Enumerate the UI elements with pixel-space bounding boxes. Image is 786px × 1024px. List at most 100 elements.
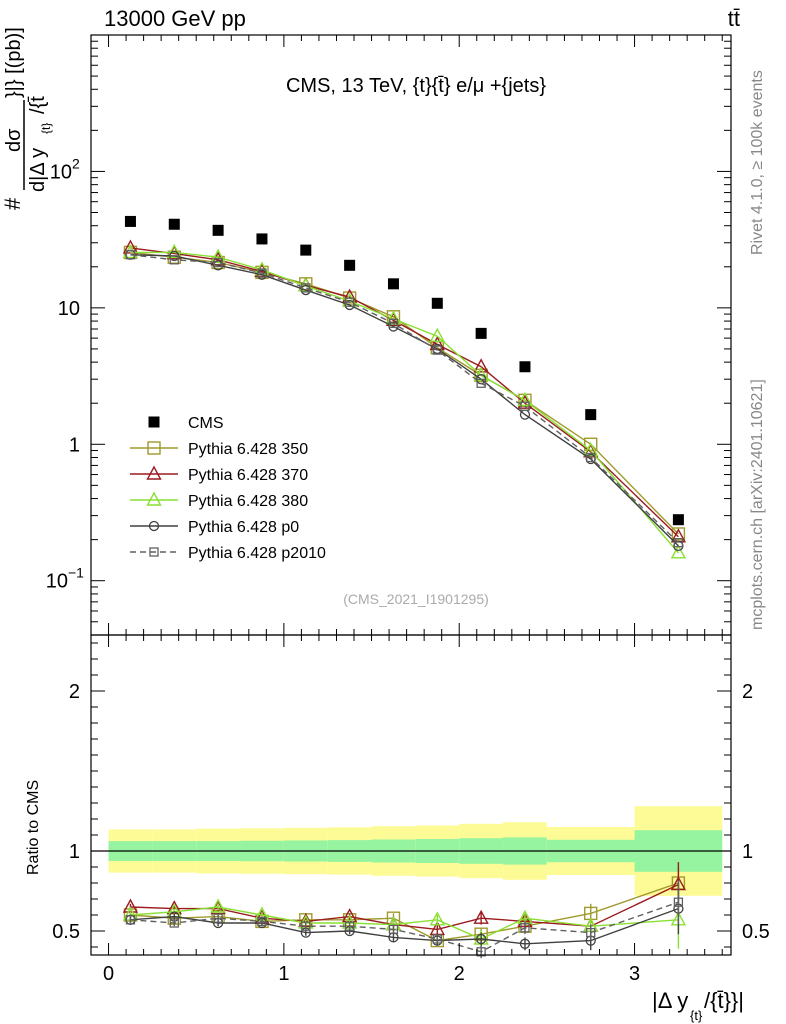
data-point bbox=[344, 259, 356, 271]
ratio-point bbox=[586, 927, 596, 938]
series-line bbox=[130, 254, 679, 547]
legend-marker bbox=[148, 416, 160, 428]
xlabel-main: |Δ y bbox=[652, 988, 688, 1013]
xlabel-tail: /{t̄}}| bbox=[704, 988, 744, 1013]
ratio-marks bbox=[91, 806, 731, 959]
ratio-line bbox=[130, 901, 679, 953]
ratio-series-0 bbox=[123, 867, 686, 948]
data-point bbox=[520, 401, 530, 411]
y-tick-label-right: 0.5 bbox=[742, 921, 770, 943]
process-label: tt̄ bbox=[728, 6, 740, 31]
source-label: mcplots.cern.ch [arXiv:2401.10621] bbox=[749, 379, 766, 630]
ylabel-sub: {t} bbox=[39, 123, 53, 134]
ratio-point bbox=[125, 915, 136, 925]
legend-label: Pythia 6.428 p2010 bbox=[188, 545, 326, 562]
ratio-line bbox=[130, 882, 679, 942]
data-point bbox=[256, 233, 268, 245]
legend-marker bbox=[149, 547, 159, 557]
rivet-label: Rivet 4.1.0, ≥ 100k events bbox=[749, 70, 766, 255]
data-point bbox=[301, 283, 311, 293]
data-point bbox=[257, 268, 267, 278]
data-point bbox=[476, 378, 486, 388]
ratio-point bbox=[388, 924, 399, 935]
data-point bbox=[475, 327, 487, 339]
ylabel-tail: /{t̄ bbox=[27, 96, 49, 114]
data-point bbox=[586, 452, 596, 463]
legend-label: CMS bbox=[188, 415, 224, 432]
ratio-point bbox=[473, 909, 489, 924]
ratio-frame bbox=[90, 634, 732, 956]
legend-marker bbox=[147, 441, 161, 455]
ratio-series-4 bbox=[125, 879, 684, 959]
data-point bbox=[673, 538, 684, 548]
ratio-point bbox=[257, 916, 267, 927]
ratio-point bbox=[301, 921, 311, 931]
data-point bbox=[429, 327, 445, 342]
y-tick-label: 1 bbox=[69, 434, 80, 456]
series-line bbox=[130, 247, 679, 538]
series-line bbox=[130, 251, 679, 535]
data-point bbox=[432, 345, 442, 355]
ratio-point bbox=[520, 923, 530, 933]
main-marks bbox=[122, 215, 687, 559]
y-tick-label-exponent: 2 bbox=[72, 155, 80, 171]
data-point bbox=[210, 248, 226, 263]
ratio-point bbox=[475, 933, 487, 945]
data-point bbox=[298, 277, 314, 292]
data-point bbox=[344, 297, 355, 307]
y-tick-label: 10 bbox=[46, 571, 68, 593]
legend-label: Pythia 6.428 350 bbox=[188, 441, 308, 458]
main-ylabel: # dσ d|Δ y {t} /{t̄ }|} [(pb)] bbox=[0, 27, 53, 210]
ratio-line bbox=[130, 906, 679, 940]
x-tick-label: 3 bbox=[629, 963, 640, 985]
x-tick-label: 2 bbox=[454, 963, 465, 985]
data-point bbox=[583, 442, 599, 457]
x-tick-label: 1 bbox=[278, 963, 289, 985]
data-point bbox=[431, 297, 443, 309]
ratio-xlabel: |Δ y {t} /{t̄}}| bbox=[652, 988, 744, 1023]
y-tick-label-right: 1 bbox=[742, 841, 753, 863]
data-point bbox=[517, 391, 533, 407]
data-point bbox=[670, 544, 687, 559]
series-line bbox=[130, 251, 679, 554]
xlabel-sub: {t} bbox=[690, 1008, 703, 1023]
data-point bbox=[300, 244, 312, 256]
ratio-point bbox=[210, 898, 226, 913]
data-point bbox=[473, 366, 489, 382]
ratio-point bbox=[673, 897, 684, 907]
data-point bbox=[388, 318, 399, 328]
ratio-ylabel: Ratio to CMS bbox=[25, 780, 42, 875]
ratio-point bbox=[213, 913, 223, 923]
data-point bbox=[387, 278, 399, 290]
legend-label: Pythia 6.428 370 bbox=[188, 467, 308, 484]
data-point bbox=[671, 527, 686, 541]
ratio-point bbox=[344, 921, 355, 931]
ratio-ticks: 0 1 2 3 0.5 0.5 1 1 2 2 bbox=[52, 635, 770, 985]
y-tick-label-right: 2 bbox=[742, 681, 753, 703]
legend-label: Pythia 6.428 p0 bbox=[188, 519, 299, 536]
analysis-tag: (CMS_2021_I1901295) bbox=[343, 591, 489, 607]
ratio-point bbox=[429, 911, 445, 926]
y-tick-label-exponent: −1 bbox=[68, 565, 84, 581]
legend: CMS Pythia 6.428 350 Pythia 6.428 370 Pythi… bbox=[130, 415, 326, 562]
ratio-series-2 bbox=[122, 891, 687, 949]
ratio-point bbox=[432, 934, 442, 944]
series-3 bbox=[122, 243, 687, 559]
data-point bbox=[672, 514, 684, 526]
y-tick-label: 0.5 bbox=[52, 921, 80, 943]
data-point bbox=[212, 224, 224, 236]
legend-marker bbox=[148, 520, 160, 532]
y-tick-label: 10 bbox=[50, 161, 72, 183]
series-0 bbox=[124, 215, 684, 526]
data-point bbox=[519, 361, 531, 373]
ratio-line bbox=[130, 907, 679, 945]
y-tick-label: 1 bbox=[69, 841, 80, 863]
ratio-line bbox=[130, 883, 679, 931]
data-point bbox=[169, 255, 179, 265]
data-point bbox=[168, 218, 180, 230]
ratio-plot-panel: 0 1 2 3 0.5 0.5 1 1 2 2 Ratio to CMS |Δ y {t} /{t… bbox=[25, 634, 770, 1023]
data-point bbox=[124, 215, 136, 227]
